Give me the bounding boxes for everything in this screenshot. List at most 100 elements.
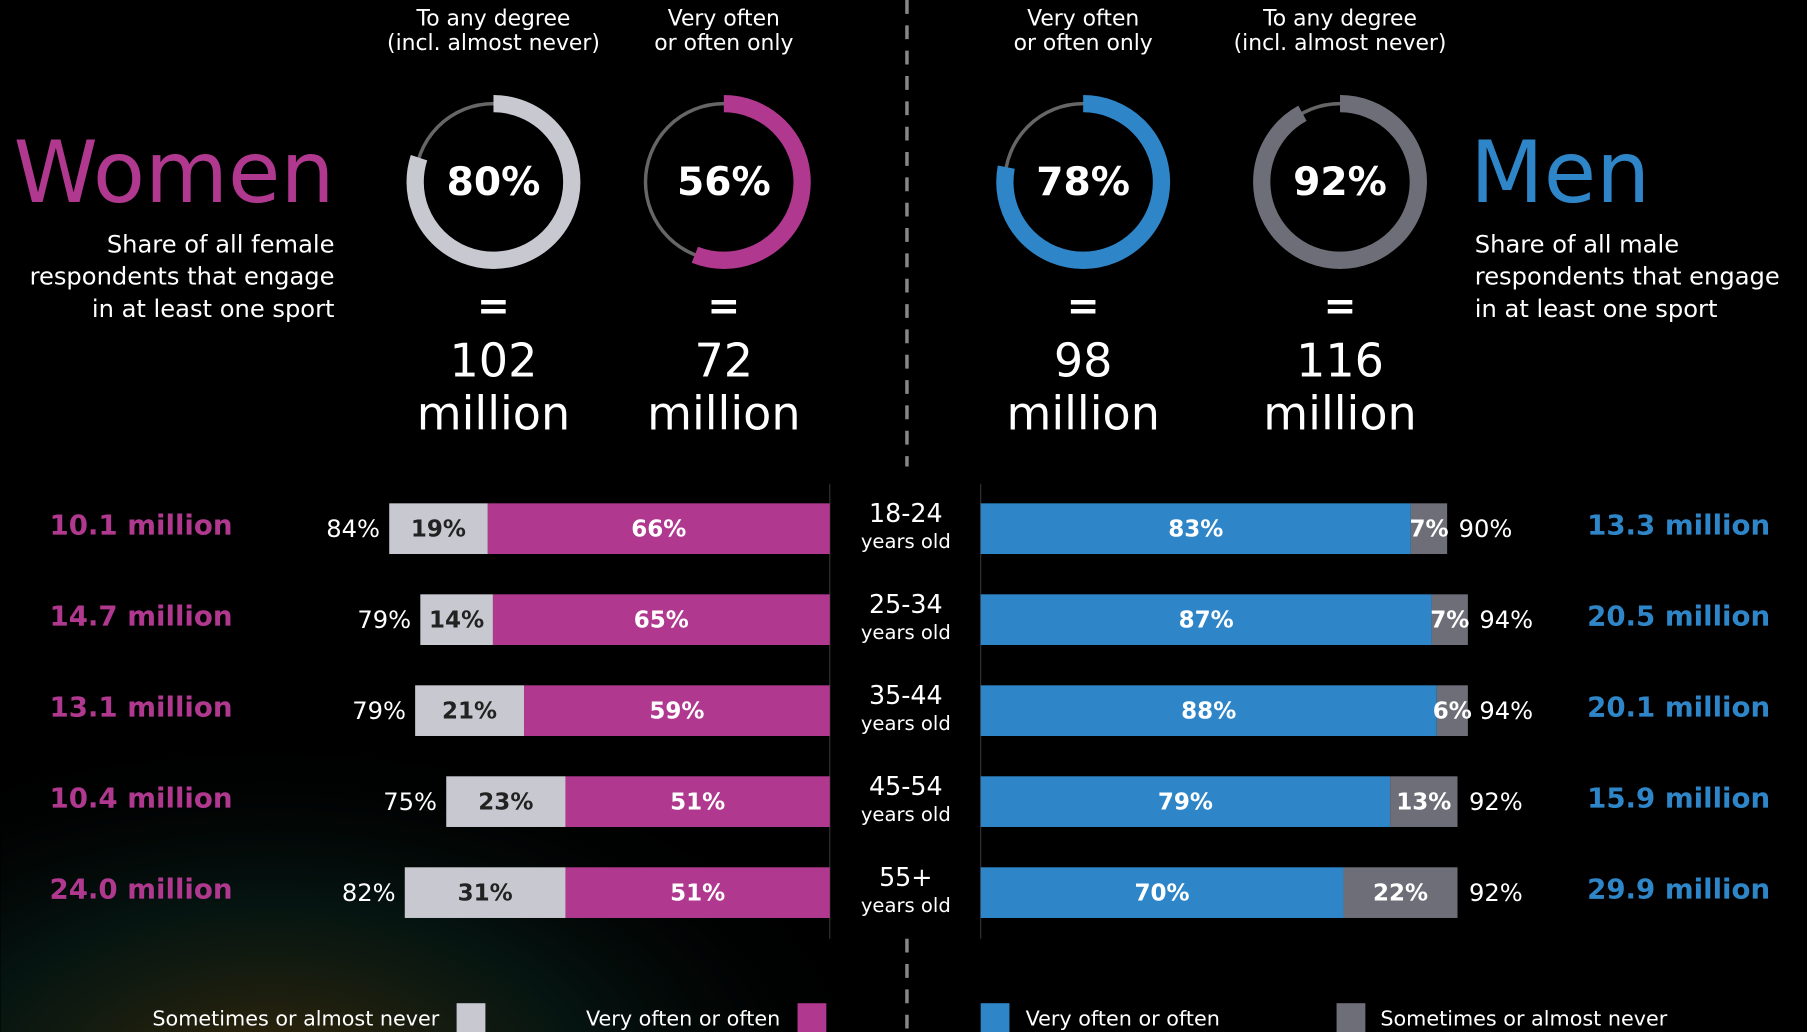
age-unit: years old [861,621,951,644]
donut-header: Very often [1027,7,1139,32]
donut-header: Very often [668,7,780,32]
age-unit: years old [861,712,951,735]
total-label: 94% [1479,606,1533,634]
legend-label: Very often or often [586,1006,780,1030]
total-label: 79% [352,697,406,725]
bar-sometimes [1431,594,1468,645]
population: 10.4 million [49,781,232,814]
donut-header: To any degree [416,7,571,32]
total-label: 84% [326,515,380,543]
population: 13.1 million [49,690,232,723]
count: 102 [450,333,538,387]
population: 20.1 million [1587,690,1770,723]
population: 15.9 million [1587,781,1770,814]
bar-often [980,503,1411,555]
total-label: 90% [1459,515,1513,543]
bar-label: 19% [411,516,466,542]
legend-swatch [980,1003,1010,1032]
donut-header: (incl. almost never) [1234,31,1447,56]
bar-label: 7% [1430,607,1469,633]
bar-sometimes [420,594,493,645]
count-unit: million [647,386,800,440]
bar-often [980,685,1437,736]
population: 20.5 million [1587,599,1770,632]
count-unit: million [1263,386,1416,440]
subtitle: respondents that engage [1475,263,1780,291]
age-unit: years old [861,894,951,917]
legend-swatch [797,1003,827,1032]
bar-label: 66% [631,516,686,542]
donut-header: To any degree [1262,7,1417,32]
subtitle: Share of all male [1475,230,1679,258]
donut-arc [636,95,811,269]
equals: = [1324,284,1357,329]
population: 13.3 million [1587,508,1770,541]
bar-sometimes [1410,503,1448,555]
bar-sometimes [389,503,488,555]
count: 72 [695,333,754,387]
bar-label: 23% [478,789,533,815]
population: 29.9 million [1587,872,1770,905]
legend-label: Very often or often [1026,1006,1220,1030]
bar-label: 88% [1181,698,1236,724]
title: Men [1470,124,1650,223]
age-unit: years old [861,803,951,826]
age-range: 35-44 [869,680,943,710]
bar-label: 59% [649,698,704,724]
donut-header: or often only [1014,31,1153,56]
donut-header: or often only [654,31,793,56]
bar-label: 83% [1168,516,1223,542]
donut-label: 78% [1036,160,1130,205]
total-label: 92% [1469,879,1523,907]
donut-arc [996,95,1171,269]
legend-swatch [1336,1003,1366,1032]
total-label: 92% [1469,788,1523,816]
donut-label: 56% [677,160,771,205]
age-range: 45-54 [869,771,943,801]
bar-often [487,503,830,555]
age-unit: years old [861,530,951,553]
legend-swatch [456,1003,486,1032]
equals: = [477,284,510,329]
bar-sometimes [1436,685,1468,736]
bar-sometimes [1343,867,1458,918]
donut-arc [1253,95,1427,269]
equals: = [1067,284,1100,329]
bar-label: 21% [442,698,497,724]
donut-arc [406,95,581,269]
bar-often [565,776,830,827]
age-range: 25-34 [869,589,943,619]
bar-often [565,867,830,918]
bar-label: 13% [1396,789,1451,815]
equals: = [707,284,740,329]
total-label: 82% [342,879,396,907]
total-label: 79% [357,606,411,634]
bar-label: 65% [634,607,689,633]
subtitle: in at least one sport [1475,295,1718,323]
total-label: 75% [383,788,437,816]
bar-label: 70% [1135,880,1190,906]
bar-label: 87% [1179,607,1234,633]
count-unit: million [417,386,570,440]
bar-label: 79% [1158,789,1213,815]
bar-sometimes [1390,776,1458,827]
age-range: 18-24 [869,498,943,528]
bar-label: 7% [1409,516,1448,542]
population: 24.0 million [49,872,232,905]
bar-often [492,594,830,645]
bar-label: 31% [458,880,513,906]
bar-often [980,776,1391,827]
bar-often [980,867,1344,918]
age-range: 55+ [879,862,932,892]
total-label: 94% [1479,697,1533,725]
count-unit: million [1006,386,1159,440]
bar-sometimes [415,685,524,736]
bar-sometimes [404,867,566,918]
legend-label: Sometimes or almost never [1380,1006,1667,1030]
bar-label: 14% [429,607,484,633]
subtitle: Share of all female [107,230,335,258]
title: Women [14,124,335,223]
bar-sometimes [446,776,566,827]
